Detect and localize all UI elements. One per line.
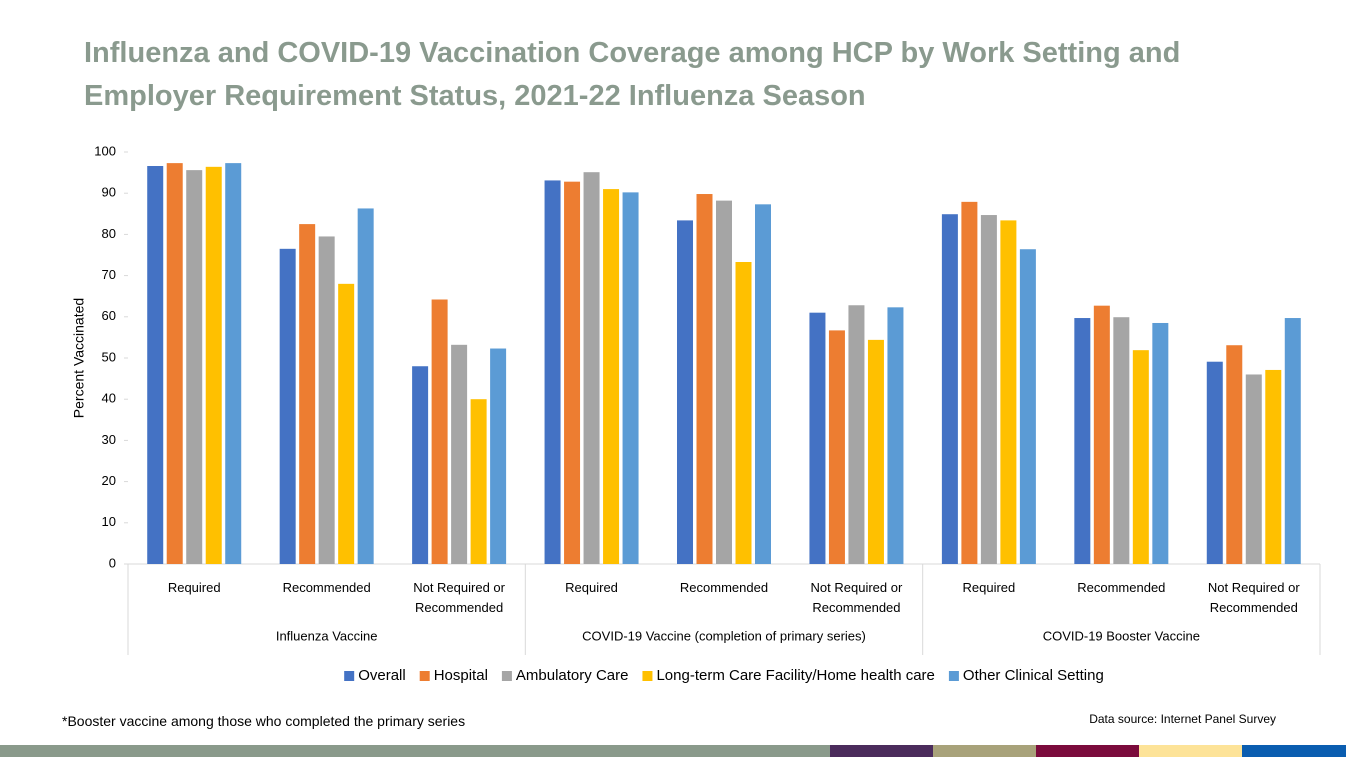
bar [299, 224, 316, 564]
footer-strip [933, 745, 1036, 757]
bar [431, 299, 448, 564]
bar [225, 163, 242, 564]
bar [1093, 305, 1110, 564]
bar [867, 339, 884, 564]
x-tick-label: Not Required or Recommended [1207, 580, 1300, 615]
bar [564, 181, 581, 564]
bar [809, 312, 826, 564]
bar [1265, 369, 1282, 564]
bar [451, 344, 468, 564]
legend-swatch [419, 671, 430, 681]
bar [166, 163, 183, 564]
footer-strip [1139, 745, 1242, 757]
bar [1000, 220, 1017, 564]
bar [755, 204, 771, 564]
bar [1019, 249, 1036, 564]
bar [622, 192, 639, 564]
bar [1226, 345, 1243, 564]
bar [603, 189, 620, 564]
bar [980, 215, 997, 564]
bar [147, 166, 164, 564]
bar [470, 399, 487, 564]
x-tick-label: Recommended [1077, 580, 1166, 595]
bar [205, 166, 222, 564]
bar [412, 366, 429, 564]
bar [186, 170, 203, 565]
x-tick-label: Not Required or Recommended [810, 580, 903, 615]
legend-label: Long-term Care Facility/Home health care [656, 667, 934, 684]
bar [696, 194, 713, 565]
bar [544, 180, 561, 565]
x-tick-label: Recommended [282, 580, 371, 595]
bar [1074, 318, 1091, 564]
bar [1152, 322, 1169, 564]
legend-swatch [948, 671, 959, 681]
group-label: Influenza Vaccine [276, 628, 378, 643]
bar [1132, 350, 1149, 564]
legend-label: Ambulatory Care [516, 667, 629, 684]
legend-swatch [642, 671, 653, 681]
legend-swatch [501, 671, 512, 681]
footer-strip [0, 745, 830, 757]
x-tick-label: Required [565, 580, 618, 595]
legend-swatch [344, 671, 355, 681]
bar [961, 201, 978, 565]
footer-strip [1036, 745, 1139, 757]
y-tick-label: 40 [102, 391, 116, 406]
legend-label: Hospital [434, 667, 488, 684]
y-tick-label: 20 [102, 473, 116, 488]
legend-label: Other Clinical Setting [963, 667, 1104, 684]
y-tick-label: 10 [102, 514, 116, 529]
bar [887, 307, 904, 564]
bar [1284, 318, 1301, 564]
bar [941, 214, 958, 564]
bar [1245, 374, 1262, 564]
bar [279, 248, 296, 564]
legend-label: Overall [358, 667, 406, 684]
bar [490, 348, 507, 564]
bar [828, 330, 845, 564]
y-tick-label: 50 [102, 349, 116, 364]
footer-strip [1242, 745, 1346, 757]
y-tick-label: 0 [109, 555, 116, 570]
y-axis-label: Percent Vaccinated [71, 298, 87, 418]
y-tick-label: 60 [102, 308, 116, 323]
bar [735, 262, 752, 564]
x-tick-label: Required [962, 580, 1016, 595]
x-tick-label: Recommended [679, 580, 769, 595]
bar [716, 200, 732, 564]
bar [338, 283, 355, 564]
group-label: COVID-19 Vaccine (completion of primary … [582, 628, 866, 643]
bar [1206, 361, 1223, 564]
footer-strip [830, 745, 933, 757]
source-note: Data source: Internet Panel Survey [1089, 712, 1276, 726]
y-tick-label: 70 [102, 267, 116, 282]
bar [583, 172, 600, 565]
y-tick-label: 90 [102, 185, 116, 200]
group-label: COVID-19 Booster Vaccine [1043, 628, 1200, 643]
bar [318, 236, 335, 564]
bar [677, 220, 693, 564]
footnote: *Booster vaccine among those who complet… [62, 713, 466, 729]
y-tick-label: 30 [102, 432, 116, 447]
y-tick-label: 100 [94, 143, 116, 158]
bar [848, 305, 865, 564]
y-tick-label: 80 [102, 226, 116, 241]
bar [357, 208, 374, 564]
x-tick-label: Required [167, 580, 221, 595]
chart-title: Influenza and COVID-19 Vaccination Cover… [84, 37, 1181, 112]
bar [1113, 317, 1130, 564]
x-tick-label: Not Required or Recommended [413, 580, 505, 615]
